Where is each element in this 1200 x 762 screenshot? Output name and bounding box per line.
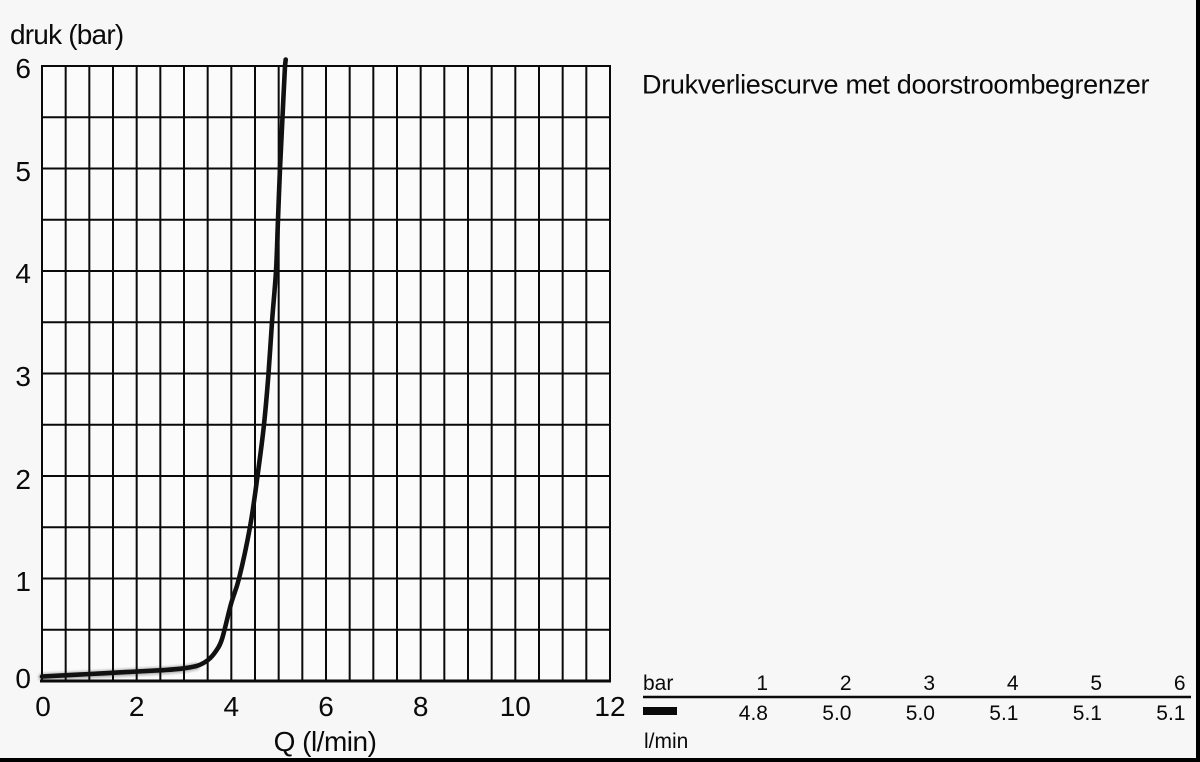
svg-text:4: 4 xyxy=(224,691,240,722)
svg-text:2: 2 xyxy=(840,672,852,695)
svg-text:5: 5 xyxy=(15,156,31,187)
svg-text:8: 8 xyxy=(413,691,429,722)
svg-text:4.8: 4.8 xyxy=(739,702,768,725)
svg-text:1: 1 xyxy=(756,672,768,695)
svg-text:6: 6 xyxy=(15,53,31,84)
svg-text:5.1: 5.1 xyxy=(1073,702,1102,725)
svg-text:4: 4 xyxy=(15,258,31,289)
svg-text:10: 10 xyxy=(500,691,531,722)
svg-text:bar: bar xyxy=(643,672,673,695)
svg-text:5.1: 5.1 xyxy=(1156,702,1185,725)
svg-text:12: 12 xyxy=(594,691,625,722)
svg-text:3: 3 xyxy=(15,361,31,392)
svg-text:0: 0 xyxy=(15,663,31,694)
svg-text:4: 4 xyxy=(1007,672,1019,695)
svg-text:0: 0 xyxy=(35,691,51,722)
svg-text:Q (l/min): Q (l/min) xyxy=(274,726,377,757)
svg-text:5.1: 5.1 xyxy=(989,702,1018,725)
svg-text:druk (bar): druk (bar) xyxy=(10,19,123,50)
svg-text:2: 2 xyxy=(129,691,145,722)
svg-text:6: 6 xyxy=(1174,672,1186,695)
svg-text:1: 1 xyxy=(15,566,31,597)
svg-text:5.0: 5.0 xyxy=(822,702,851,725)
svg-text:6: 6 xyxy=(318,691,334,722)
svg-text:l/min: l/min xyxy=(644,730,688,753)
svg-text:Drukverliescurve met doorstroo: Drukverliescurve met doorstroombegrenzer xyxy=(642,70,1150,100)
svg-text:2: 2 xyxy=(15,464,31,495)
svg-text:5: 5 xyxy=(1090,672,1102,695)
svg-text:5.0: 5.0 xyxy=(906,702,935,725)
svg-text:3: 3 xyxy=(923,672,935,695)
